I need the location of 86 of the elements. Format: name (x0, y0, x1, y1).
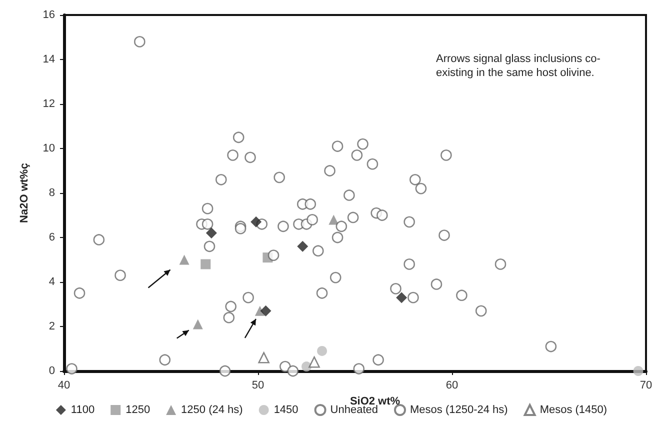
point (204, 240, 216, 252)
point (258, 352, 270, 364)
point (280, 360, 291, 372)
x-tick-label: 70 (640, 380, 652, 392)
point (159, 354, 171, 366)
y-tick-label: 12 (42, 98, 55, 110)
point (250, 216, 262, 228)
point (336, 220, 348, 232)
point (330, 272, 342, 284)
point (223, 312, 235, 324)
point (206, 228, 217, 239)
y-tick-label: 14 (42, 54, 55, 66)
y-tick-label: 8 (48, 187, 55, 199)
point (316, 287, 328, 299)
x-tick-label: 60 (446, 380, 458, 392)
point (202, 218, 214, 230)
legend-label: 1250 (24 hs) (181, 404, 243, 416)
point (232, 132, 244, 144)
point (366, 158, 378, 170)
legend-label: Mesos (1450) (540, 404, 608, 416)
annotation: Arrows signal glass inclusions co-existing in the same host olivine. (436, 52, 602, 80)
point (268, 250, 280, 261)
point (287, 365, 299, 377)
legend-label: 1100 (70, 404, 95, 416)
point (317, 346, 328, 356)
point (390, 283, 402, 294)
point (376, 210, 388, 221)
y-axis-title: Na2O wt%ç (18, 163, 30, 223)
point (202, 202, 214, 214)
point (297, 240, 308, 252)
point (440, 150, 452, 161)
y-tick-label: 10 (42, 142, 55, 154)
point (278, 220, 289, 232)
y-tick-label: 2 (48, 320, 55, 332)
point (200, 259, 211, 270)
point (332, 140, 344, 152)
point (260, 305, 272, 316)
point (408, 292, 419, 304)
y-tick-label: 16 (42, 9, 55, 21)
y-tick-label: 4 (48, 276, 55, 288)
point (545, 340, 557, 352)
point (344, 190, 355, 201)
point (404, 216, 415, 228)
legend-label: 1250 (126, 404, 150, 416)
point (430, 278, 442, 290)
point (134, 36, 146, 48)
legend-label: Mesos (1250-24 hs) (410, 404, 508, 416)
point (192, 319, 203, 330)
point (475, 305, 487, 317)
point (404, 258, 415, 270)
x-tick-label: 50 (252, 380, 264, 392)
point (438, 230, 450, 241)
point (396, 292, 408, 304)
point (351, 150, 363, 161)
legend-label: 1450 (274, 404, 298, 416)
point (456, 290, 468, 301)
point (242, 292, 254, 304)
x-tick-label: 40 (58, 380, 70, 392)
y-tick-label: 0 (48, 365, 55, 377)
point (114, 270, 126, 281)
point (410, 174, 421, 186)
point (347, 212, 359, 224)
y-tick-label: 6 (48, 232, 55, 244)
point (227, 150, 238, 161)
point (179, 254, 190, 265)
point (312, 245, 324, 256)
point (274, 172, 285, 184)
point (66, 363, 78, 374)
point (332, 232, 344, 244)
legend-label: Unheated (330, 404, 378, 416)
point (74, 287, 86, 299)
point (324, 165, 336, 176)
point (633, 366, 644, 376)
point (216, 174, 227, 186)
point (225, 300, 236, 312)
point (304, 198, 316, 210)
point (357, 138, 368, 150)
point (244, 152, 256, 164)
point (93, 234, 105, 246)
point (494, 258, 506, 270)
point (308, 356, 320, 368)
point (306, 214, 318, 226)
point (372, 354, 384, 366)
point (219, 365, 231, 377)
point (353, 363, 365, 374)
point (415, 182, 427, 194)
